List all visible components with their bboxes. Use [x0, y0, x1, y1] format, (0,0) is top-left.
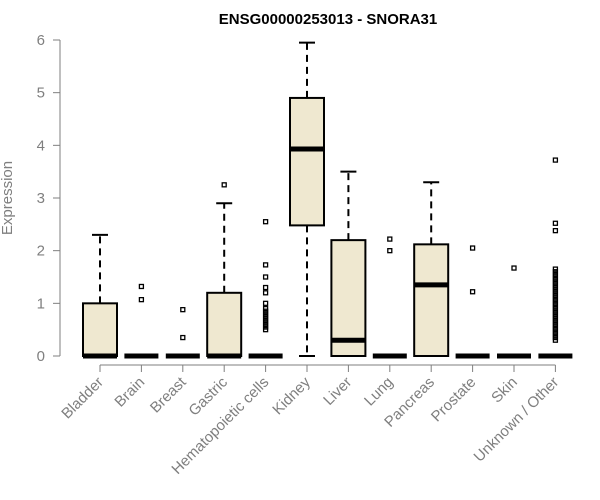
y-tick-label: 0 [37, 348, 45, 365]
outlier-point [552, 266, 559, 272]
x-tick-label-liver: Liver [320, 374, 355, 409]
y-tick-label: 5 [37, 85, 45, 102]
box-body [82, 302, 118, 358]
x-tick-label-kidney: Kidney [269, 373, 314, 418]
outlier-point [511, 265, 517, 271]
x-tick-label-prostate: Prostate [428, 374, 480, 426]
box-pancreas [413, 181, 450, 357]
box-series [82, 41, 573, 359]
outlier-point [552, 228, 559, 234]
outlier-point [138, 283, 145, 290]
outlier-point [262, 300, 269, 306]
outlier-point [180, 307, 186, 313]
y-tick-label: 1 [37, 295, 45, 312]
box-body [206, 291, 243, 357]
box-brain [124, 283, 159, 359]
box-lung [372, 236, 407, 359]
y-tick-label: 4 [37, 137, 45, 154]
outlier-point [262, 305, 269, 312]
y-axis-label: Expression [0, 161, 16, 235]
box-gastric [206, 182, 243, 359]
box-breast [165, 307, 200, 359]
y-tick-label: 6 [37, 32, 45, 49]
outlier-point [552, 220, 559, 226]
x-tick-label-brain: Brain [111, 374, 148, 411]
outlier-point [221, 182, 227, 188]
box-body [330, 239, 367, 357]
outlier-point [262, 290, 269, 296]
outlier-point [469, 289, 476, 295]
y-tick-label: 3 [37, 190, 45, 207]
outlier-point [262, 219, 269, 225]
chart-title: ENSG00000253013 - SNORA31 [219, 11, 437, 28]
x-tick-label-skin: Skin [488, 374, 521, 407]
box-bladder [82, 233, 118, 359]
box-unknown-other [538, 157, 573, 359]
box-liver [330, 170, 367, 357]
outlier-point [138, 296, 145, 303]
box-hematopoietic-cells [248, 219, 283, 359]
outlier-point [262, 284, 269, 291]
box-skin [497, 265, 531, 359]
outlier-point [262, 274, 269, 280]
x-tick-label-bladder: Bladder [58, 374, 107, 423]
outlier-point [469, 245, 476, 251]
x-tick-label-lung: Lung [361, 374, 397, 410]
outlier-point [387, 248, 393, 254]
outlier-point [387, 236, 393, 242]
box-prostate [455, 245, 490, 359]
box-body [413, 243, 450, 357]
outlier-point [552, 157, 559, 163]
box-body [289, 96, 325, 227]
y-axis: 0 1 2 3 4 5 6 [37, 32, 61, 365]
y-tick-label: 2 [37, 243, 45, 260]
box-kidney [289, 41, 325, 357]
x-tick-label-breast: Breast [147, 373, 190, 416]
outlier-point [180, 334, 186, 341]
outlier-point [262, 262, 269, 268]
